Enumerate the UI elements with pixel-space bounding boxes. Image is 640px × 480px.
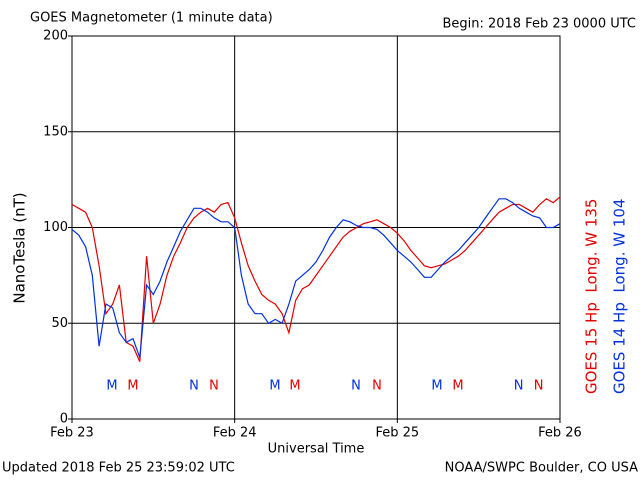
x-axis-label: Universal Time [268, 442, 365, 457]
event-marker: N [351, 379, 361, 394]
chart-title: GOES Magnetometer (1 minute data) [30, 11, 273, 26]
legend-entry: GOES 14 Hp Long. W 104 [611, 199, 629, 394]
y-tick-label: 100 [43, 220, 68, 235]
event-marker: N [534, 379, 544, 394]
event-marker: N [372, 379, 382, 394]
y-tick-label: 200 [43, 29, 68, 44]
x-tick-label: Feb 23 [50, 426, 94, 441]
y-tick-label: 150 [43, 124, 68, 139]
event-marker: M [452, 379, 463, 394]
event-marker: M [289, 379, 300, 394]
event-marker: M [106, 379, 117, 394]
y-tick-label: 0 [60, 412, 68, 427]
event-marker: N [189, 379, 199, 394]
x-tick-label: Feb 26 [538, 426, 582, 441]
x-tick-label: Feb 25 [375, 426, 419, 441]
footer-right: NOAA/SWPC Boulder, CO USA [445, 461, 638, 476]
legend-entry: GOES 15 Hp Long. W 135 [583, 199, 601, 394]
event-marker: N [514, 379, 524, 394]
footer-left: Updated 2018 Feb 25 23:59:02 UTC [2, 461, 235, 476]
event-marker: M [431, 379, 442, 394]
x-tick-label: Feb 24 [213, 426, 257, 441]
series-line [71, 196, 561, 362]
series-line [71, 198, 561, 358]
y-axis-label: NanoTesla (nT) [11, 192, 29, 303]
event-marker: N [209, 379, 219, 394]
chart-subtitle: Begin: 2018 Feb 23 0000 UTC [442, 17, 636, 32]
event-marker: M [269, 379, 280, 394]
y-tick-label: 50 [51, 316, 68, 331]
event-marker: M [127, 379, 138, 394]
